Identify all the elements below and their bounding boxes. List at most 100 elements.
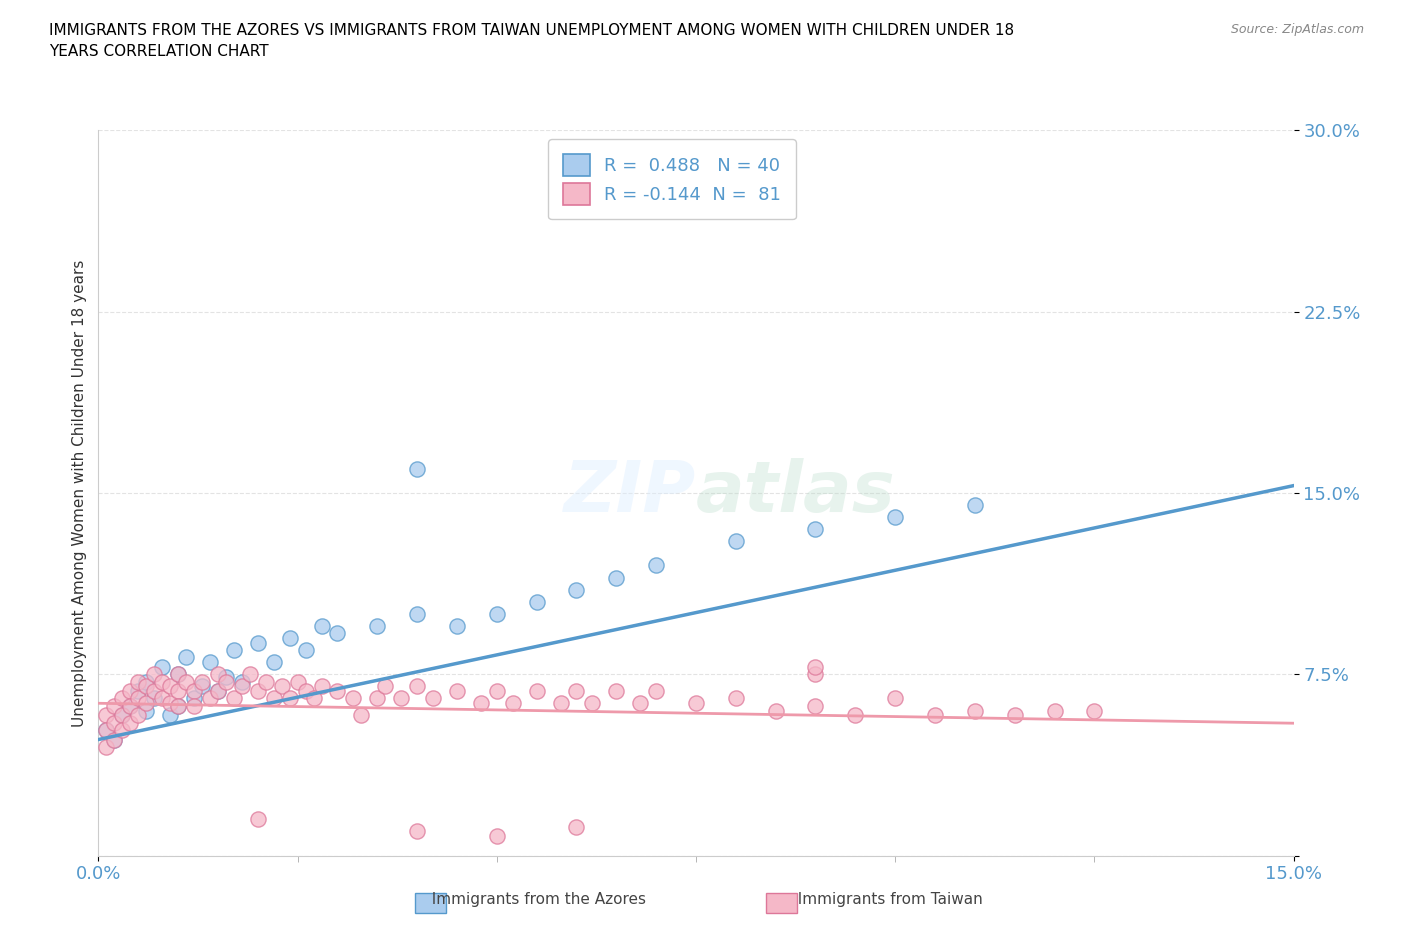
Point bbox=[406, 824, 429, 839]
Point bbox=[191, 674, 214, 689]
Point bbox=[765, 703, 787, 718]
Point bbox=[628, 696, 651, 711]
Point bbox=[167, 667, 190, 682]
Point bbox=[326, 626, 349, 641]
Point bbox=[302, 691, 325, 706]
Point bbox=[150, 659, 173, 674]
Point bbox=[127, 684, 149, 698]
Point bbox=[724, 691, 747, 706]
Point bbox=[581, 696, 603, 711]
Point bbox=[167, 698, 190, 713]
Y-axis label: Unemployment Among Women with Children Under 18 years: Unemployment Among Women with Children U… bbox=[72, 259, 87, 726]
Point bbox=[111, 723, 134, 737]
Point bbox=[127, 674, 149, 689]
Text: ZIP: ZIP bbox=[564, 458, 696, 527]
Point bbox=[287, 674, 309, 689]
Point bbox=[167, 698, 190, 713]
Point bbox=[135, 696, 157, 711]
Point bbox=[174, 674, 197, 689]
Point bbox=[127, 691, 149, 706]
Point bbox=[246, 684, 269, 698]
Point bbox=[446, 618, 468, 633]
Point bbox=[183, 684, 205, 698]
Point bbox=[924, 708, 946, 723]
Text: Immigrants from Taiwan: Immigrants from Taiwan bbox=[789, 892, 983, 907]
Point bbox=[96, 723, 118, 737]
Point bbox=[120, 698, 142, 713]
Point bbox=[167, 684, 190, 698]
Point bbox=[1004, 708, 1026, 723]
Point bbox=[804, 659, 827, 674]
Point bbox=[605, 684, 627, 698]
Point bbox=[103, 715, 125, 730]
Point bbox=[198, 691, 221, 706]
Point bbox=[366, 691, 388, 706]
Point bbox=[135, 703, 157, 718]
Point bbox=[406, 461, 429, 476]
Point bbox=[278, 631, 301, 645]
Point bbox=[167, 667, 190, 682]
Point bbox=[389, 691, 412, 706]
Point bbox=[96, 739, 118, 754]
Point bbox=[628, 195, 651, 210]
Point bbox=[215, 670, 238, 684]
Point bbox=[294, 684, 316, 698]
Point bbox=[804, 698, 827, 713]
Point bbox=[374, 679, 396, 694]
Point bbox=[135, 674, 157, 689]
Point bbox=[804, 667, 827, 682]
Point bbox=[366, 618, 388, 633]
Point bbox=[1083, 703, 1105, 718]
Point bbox=[804, 522, 827, 537]
Point bbox=[120, 698, 142, 713]
Point bbox=[605, 570, 627, 585]
Point bbox=[550, 696, 572, 711]
Point bbox=[111, 708, 134, 723]
Point bbox=[326, 684, 349, 698]
Point bbox=[685, 696, 707, 711]
Point bbox=[884, 691, 907, 706]
Point bbox=[963, 703, 986, 718]
Text: IMMIGRANTS FROM THE AZORES VS IMMIGRANTS FROM TAIWAN UNEMPLOYMENT AMONG WOMEN WI: IMMIGRANTS FROM THE AZORES VS IMMIGRANTS… bbox=[49, 23, 1014, 60]
Point bbox=[159, 708, 181, 723]
Point bbox=[159, 679, 181, 694]
Point bbox=[1043, 703, 1066, 718]
Point bbox=[565, 684, 588, 698]
Point bbox=[311, 618, 333, 633]
Point bbox=[963, 498, 986, 512]
Point bbox=[294, 643, 316, 658]
Point bbox=[191, 679, 214, 694]
Point bbox=[103, 732, 125, 747]
Point bbox=[645, 684, 668, 698]
Point bbox=[143, 691, 166, 706]
Point bbox=[422, 691, 444, 706]
Point bbox=[446, 684, 468, 698]
Legend: R =  0.488   N = 40, R = -0.144  N =  81: R = 0.488 N = 40, R = -0.144 N = 81 bbox=[548, 140, 796, 219]
Point bbox=[342, 691, 364, 706]
Point bbox=[103, 732, 125, 747]
Point bbox=[127, 708, 149, 723]
Point bbox=[485, 606, 508, 621]
Text: atlas: atlas bbox=[696, 458, 896, 527]
Point bbox=[198, 655, 221, 670]
Point bbox=[844, 708, 866, 723]
Point bbox=[485, 829, 508, 844]
Point bbox=[565, 582, 588, 597]
Text: Source: ZipAtlas.com: Source: ZipAtlas.com bbox=[1230, 23, 1364, 36]
Point bbox=[159, 696, 181, 711]
Point bbox=[120, 684, 142, 698]
Point bbox=[231, 679, 253, 694]
Point bbox=[246, 635, 269, 650]
Point bbox=[311, 679, 333, 694]
Point bbox=[207, 684, 229, 698]
Point bbox=[231, 674, 253, 689]
Point bbox=[526, 684, 548, 698]
Point bbox=[526, 594, 548, 609]
Point bbox=[222, 691, 245, 706]
Point bbox=[278, 691, 301, 706]
Point bbox=[183, 691, 205, 706]
Point bbox=[406, 679, 429, 694]
Point bbox=[207, 667, 229, 682]
Point bbox=[111, 708, 134, 723]
Point bbox=[135, 679, 157, 694]
